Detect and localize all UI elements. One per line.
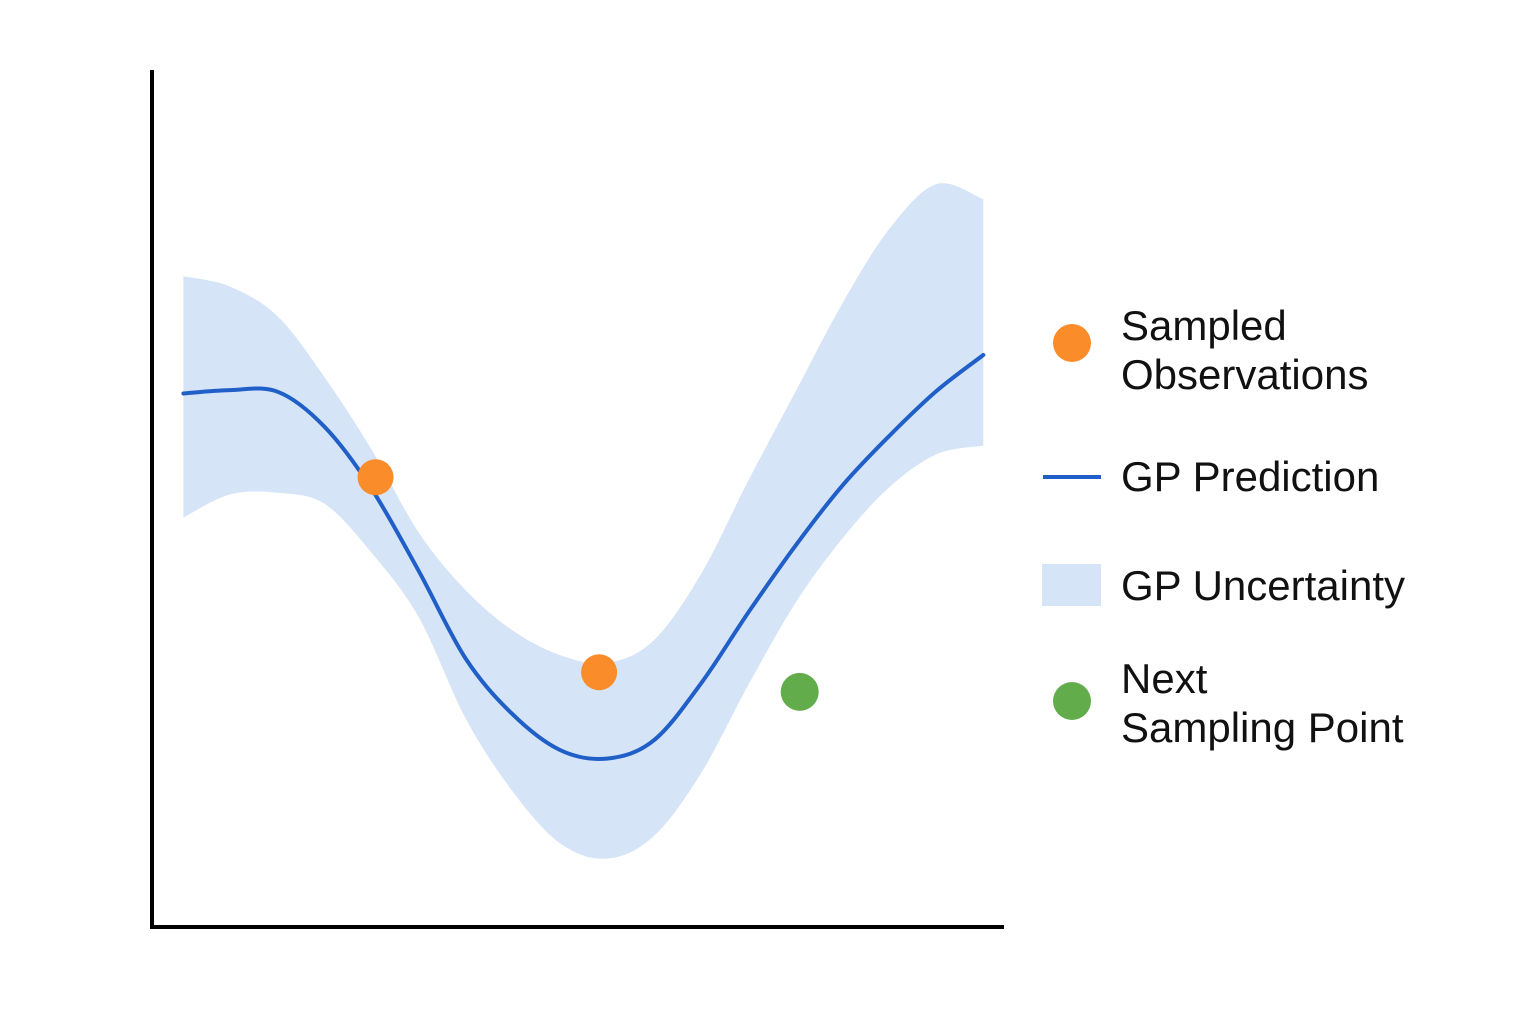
legend-label: Observations xyxy=(1121,351,1368,398)
legend-item-prediction: GP Prediction xyxy=(1043,453,1379,500)
legend-label: GP Uncertainty xyxy=(1121,562,1405,609)
legend-label: Sampling Point xyxy=(1121,704,1404,751)
legend-item-uncertainty: GP Uncertainty xyxy=(1042,562,1405,609)
next-sampling-point xyxy=(780,672,819,711)
plot-area xyxy=(181,183,986,859)
axes xyxy=(150,70,1004,929)
sampled-observation-point xyxy=(581,654,618,691)
legend-marker-uncertainty xyxy=(1042,564,1101,606)
sampled-observation-point xyxy=(357,459,394,496)
legend-label: Sampled xyxy=(1121,302,1287,349)
legend-label: GP Prediction xyxy=(1121,453,1379,500)
legend-label: Next xyxy=(1121,655,1208,702)
gp-prediction-line xyxy=(181,353,986,761)
legend-marker-next-point xyxy=(1053,682,1091,720)
gp-uncertainty-band xyxy=(183,183,984,859)
legend-marker-observations xyxy=(1053,324,1091,362)
